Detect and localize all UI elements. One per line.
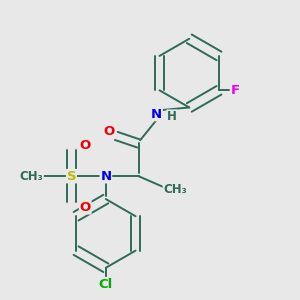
Text: F: F	[231, 84, 240, 97]
Text: N: N	[151, 107, 162, 121]
Text: S: S	[67, 170, 76, 183]
Text: O: O	[80, 201, 91, 214]
Text: Cl: Cl	[99, 278, 113, 291]
Text: O: O	[80, 139, 91, 152]
Text: CH₃: CH₃	[163, 183, 187, 196]
Text: N: N	[100, 170, 111, 183]
Text: CH₃: CH₃	[20, 170, 43, 183]
Text: O: O	[103, 124, 115, 137]
Text: H: H	[167, 110, 177, 123]
